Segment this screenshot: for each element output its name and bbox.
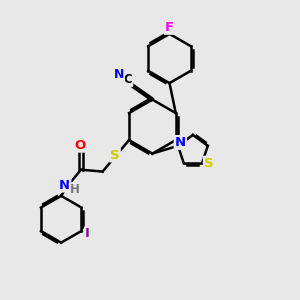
Text: S: S [204, 157, 214, 170]
Text: N: N [59, 178, 70, 191]
Text: I: I [85, 227, 90, 240]
Text: N: N [114, 68, 124, 81]
Text: O: O [74, 139, 85, 152]
Text: S: S [110, 148, 120, 161]
Text: H: H [70, 183, 80, 196]
Text: F: F [165, 21, 174, 34]
Text: C: C [124, 73, 132, 86]
Text: N: N [175, 136, 186, 149]
